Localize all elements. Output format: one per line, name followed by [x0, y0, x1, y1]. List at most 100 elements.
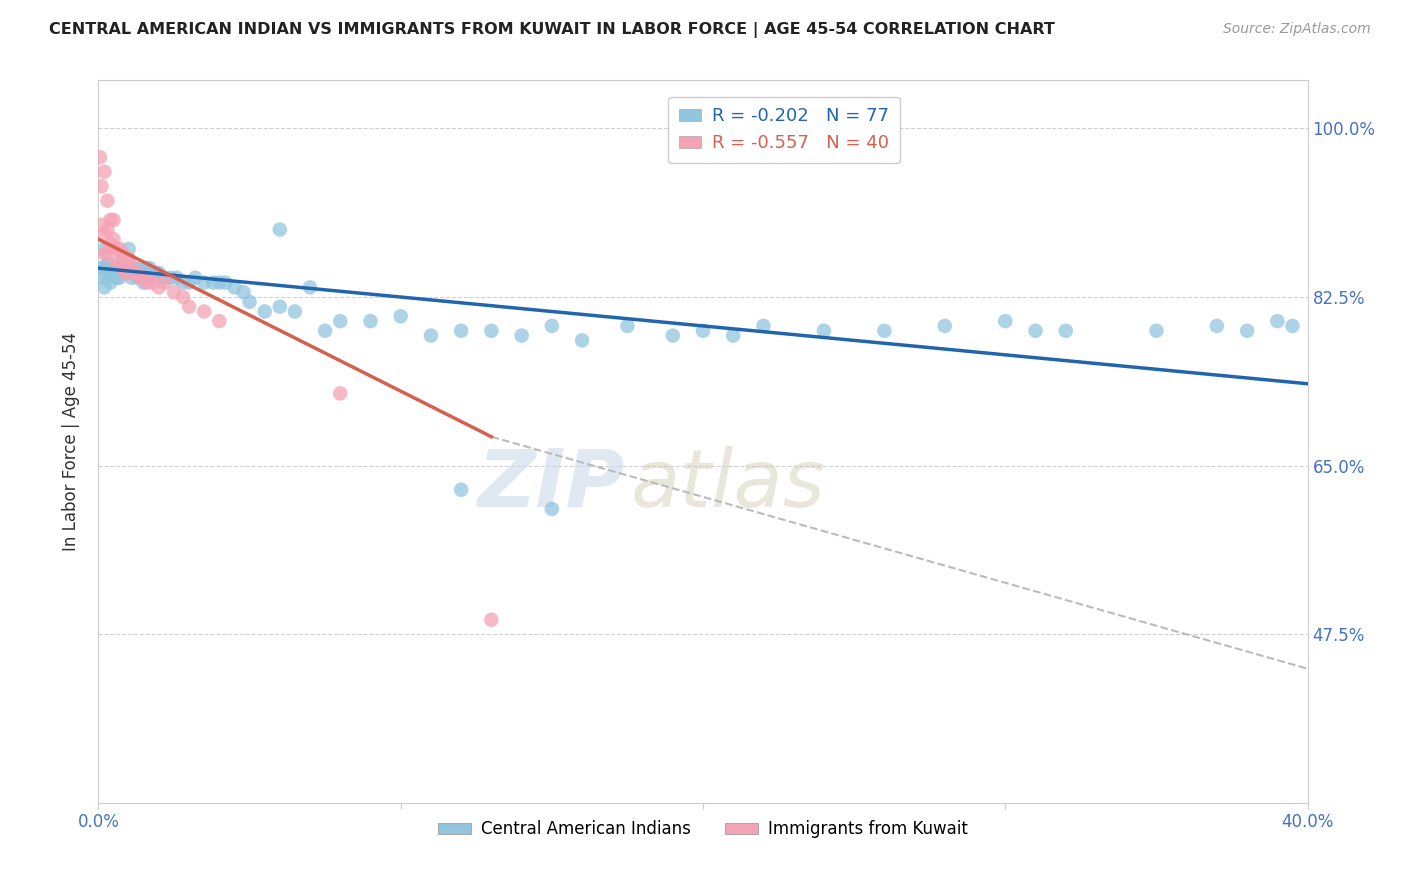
Text: ZIP: ZIP — [477, 446, 624, 524]
Point — [103, 213, 125, 227]
Point — [193, 276, 215, 290]
Point — [90, 270, 112, 285]
Point — [1054, 324, 1077, 338]
Point — [202, 276, 225, 290]
Point — [111, 261, 134, 276]
Point — [105, 261, 128, 276]
Point — [118, 266, 141, 280]
Point — [105, 242, 128, 256]
Point — [108, 261, 131, 276]
Point — [100, 237, 122, 252]
Point — [166, 270, 188, 285]
Point — [208, 314, 231, 328]
Point — [510, 328, 533, 343]
Text: CENTRAL AMERICAN INDIAN VS IMMIGRANTS FROM KUWAIT IN LABOR FORCE | AGE 45-54 COR: CENTRAL AMERICAN INDIAN VS IMMIGRANTS FR… — [49, 22, 1054, 38]
Point — [100, 276, 122, 290]
Point — [114, 266, 136, 280]
Point — [1281, 318, 1303, 333]
Point — [450, 324, 472, 338]
Point — [224, 280, 246, 294]
Point — [360, 314, 382, 328]
Point — [90, 261, 112, 276]
Point — [118, 252, 141, 266]
Point — [540, 502, 562, 516]
Point — [314, 324, 336, 338]
Point — [172, 276, 194, 290]
Point — [105, 256, 128, 270]
Point — [90, 218, 112, 232]
Point — [139, 270, 162, 285]
Point — [269, 300, 291, 314]
Point — [179, 300, 201, 314]
Point — [329, 386, 352, 401]
Point — [813, 324, 835, 338]
Point — [994, 314, 1017, 328]
Point — [193, 304, 215, 318]
Point — [100, 266, 122, 280]
Point — [108, 270, 131, 285]
Point — [571, 334, 593, 348]
Point — [108, 242, 131, 256]
Point — [96, 270, 118, 285]
Point — [90, 179, 112, 194]
Point — [114, 266, 136, 280]
Point — [661, 328, 683, 343]
Point — [934, 318, 956, 333]
Point — [103, 266, 125, 280]
Point — [172, 290, 194, 304]
Point — [93, 227, 115, 242]
Text: atlas: atlas — [630, 446, 825, 524]
Point — [269, 222, 291, 236]
Point — [420, 328, 443, 343]
Point — [111, 261, 134, 276]
Point — [692, 324, 714, 338]
Point — [96, 194, 118, 208]
Point — [121, 270, 143, 285]
Point — [284, 304, 307, 318]
Point — [179, 276, 201, 290]
Point — [1144, 324, 1167, 338]
Point — [163, 285, 186, 300]
Point — [139, 261, 162, 276]
Point — [114, 266, 136, 280]
Point — [127, 270, 149, 285]
Point — [135, 276, 157, 290]
Point — [118, 242, 141, 256]
Point — [208, 276, 231, 290]
Point — [873, 324, 896, 338]
Point — [1024, 324, 1046, 338]
Point — [450, 483, 472, 497]
Point — [132, 270, 155, 285]
Point — [752, 318, 775, 333]
Point — [148, 266, 170, 280]
Point — [129, 270, 152, 285]
Point — [96, 246, 118, 260]
Point — [1206, 318, 1229, 333]
Point — [93, 165, 115, 179]
Point — [127, 266, 149, 280]
Point — [124, 261, 146, 276]
Point — [299, 280, 322, 294]
Point — [114, 252, 136, 266]
Point — [253, 304, 276, 318]
Point — [481, 613, 503, 627]
Point — [540, 318, 562, 333]
Point — [723, 328, 745, 343]
Point — [103, 261, 125, 276]
Point — [160, 270, 183, 285]
Point — [96, 256, 118, 270]
Point — [93, 261, 115, 276]
Point — [129, 261, 152, 276]
Point — [153, 270, 176, 285]
Point — [239, 294, 262, 309]
Point — [103, 232, 125, 246]
Point — [132, 276, 155, 290]
Point — [184, 270, 207, 285]
Point — [153, 276, 176, 290]
Point — [124, 266, 146, 280]
Point — [142, 266, 165, 280]
Legend: Central American Indians, Immigrants from Kuwait: Central American Indians, Immigrants fro… — [432, 814, 974, 845]
Point — [93, 242, 115, 256]
Point — [1236, 324, 1258, 338]
Point — [481, 324, 503, 338]
